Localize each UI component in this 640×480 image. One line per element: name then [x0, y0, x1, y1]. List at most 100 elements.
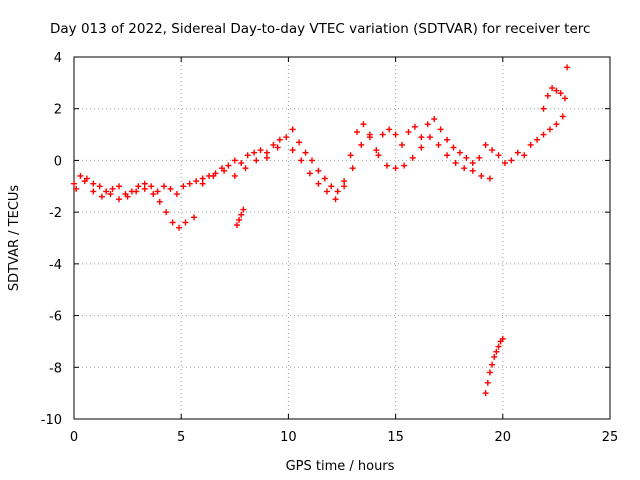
data-point [341, 183, 348, 190]
data-point [379, 131, 386, 138]
data-point [484, 379, 491, 386]
data-point [289, 126, 296, 133]
data-point [521, 152, 528, 159]
x-tick-label: 10 [280, 430, 297, 445]
data-point [431, 116, 438, 123]
data-point [298, 157, 305, 164]
data-point [373, 147, 380, 154]
data-point [302, 149, 309, 156]
data-point [495, 152, 502, 159]
data-point [116, 196, 123, 203]
data-point [354, 128, 361, 135]
data-point [161, 183, 168, 190]
data-points [71, 64, 571, 397]
data-point [358, 141, 365, 148]
data-point [360, 121, 367, 128]
data-point [199, 175, 206, 182]
data-point [534, 136, 541, 143]
chart-title: Day 013 of 2022, Sidereal Day-to-day VTE… [50, 21, 590, 37]
data-point [478, 172, 485, 179]
data-point [347, 152, 354, 159]
data-point [564, 64, 571, 71]
data-point [456, 149, 463, 156]
data-point [176, 224, 183, 231]
x-axis-label: GPS time / hours [286, 459, 395, 474]
data-point [553, 87, 560, 94]
data-point [435, 141, 442, 148]
data-point [306, 170, 313, 177]
data-point [240, 206, 247, 213]
data-point [469, 167, 476, 174]
data-point [135, 183, 142, 190]
data-point [540, 131, 547, 138]
data-point [499, 335, 506, 342]
x-tick-label: 15 [387, 430, 404, 445]
data-point [489, 361, 496, 368]
data-point [270, 141, 277, 148]
data-point [180, 183, 187, 190]
x-tick-label: 25 [602, 430, 619, 445]
data-point [90, 188, 97, 195]
data-point [150, 191, 157, 198]
data-point [482, 390, 489, 397]
data-point [231, 172, 238, 179]
data-point [116, 183, 123, 190]
data-point [334, 188, 341, 195]
data-point [553, 121, 560, 128]
data-point [274, 144, 281, 151]
data-point [244, 152, 251, 159]
data-point [444, 136, 451, 143]
x-tick-label: 0 [70, 430, 78, 445]
y-tick-label: -2 [49, 206, 62, 221]
plot-frame [73, 56, 611, 420]
data-point [233, 222, 240, 229]
data-point [231, 157, 238, 164]
data-point [544, 92, 551, 99]
y-tick-label: 0 [54, 154, 62, 169]
data-point [98, 193, 105, 200]
data-point [321, 175, 328, 182]
data-point [109, 185, 116, 192]
data-point [411, 123, 418, 130]
data-point [527, 141, 534, 148]
data-point [103, 188, 110, 195]
data-point [476, 154, 483, 161]
data-point [392, 165, 399, 172]
data-point [308, 157, 315, 164]
data-point [450, 144, 457, 151]
data-point [501, 160, 508, 167]
data-point [469, 160, 476, 167]
data-point [386, 126, 393, 133]
data-point [392, 131, 399, 138]
data-point [156, 198, 163, 205]
data-point [514, 149, 521, 156]
data-point [546, 126, 553, 133]
data-point [495, 343, 502, 350]
data-point [549, 85, 556, 92]
data-point [186, 180, 193, 187]
data-point [283, 134, 290, 141]
x-tick-label: 5 [177, 430, 185, 445]
data-point [238, 211, 245, 218]
y-tick-label: 4 [54, 51, 62, 66]
data-point [193, 178, 200, 185]
data-point [148, 183, 155, 190]
data-point [341, 178, 348, 185]
data-point [452, 160, 459, 167]
data-point [296, 139, 303, 146]
data-point [315, 167, 322, 174]
data-point [486, 369, 493, 376]
data-point [444, 152, 451, 159]
data-point [540, 105, 547, 112]
data-point [169, 219, 176, 226]
y-tick-label: -10 [41, 413, 62, 428]
data-point [167, 185, 174, 192]
data-point [191, 214, 198, 221]
data-point [96, 183, 103, 190]
data-point [163, 209, 170, 216]
data-point [323, 188, 330, 195]
data-point [437, 126, 444, 133]
data-point [426, 134, 433, 141]
data-point [332, 196, 339, 203]
x-tick-label: 20 [495, 430, 512, 445]
